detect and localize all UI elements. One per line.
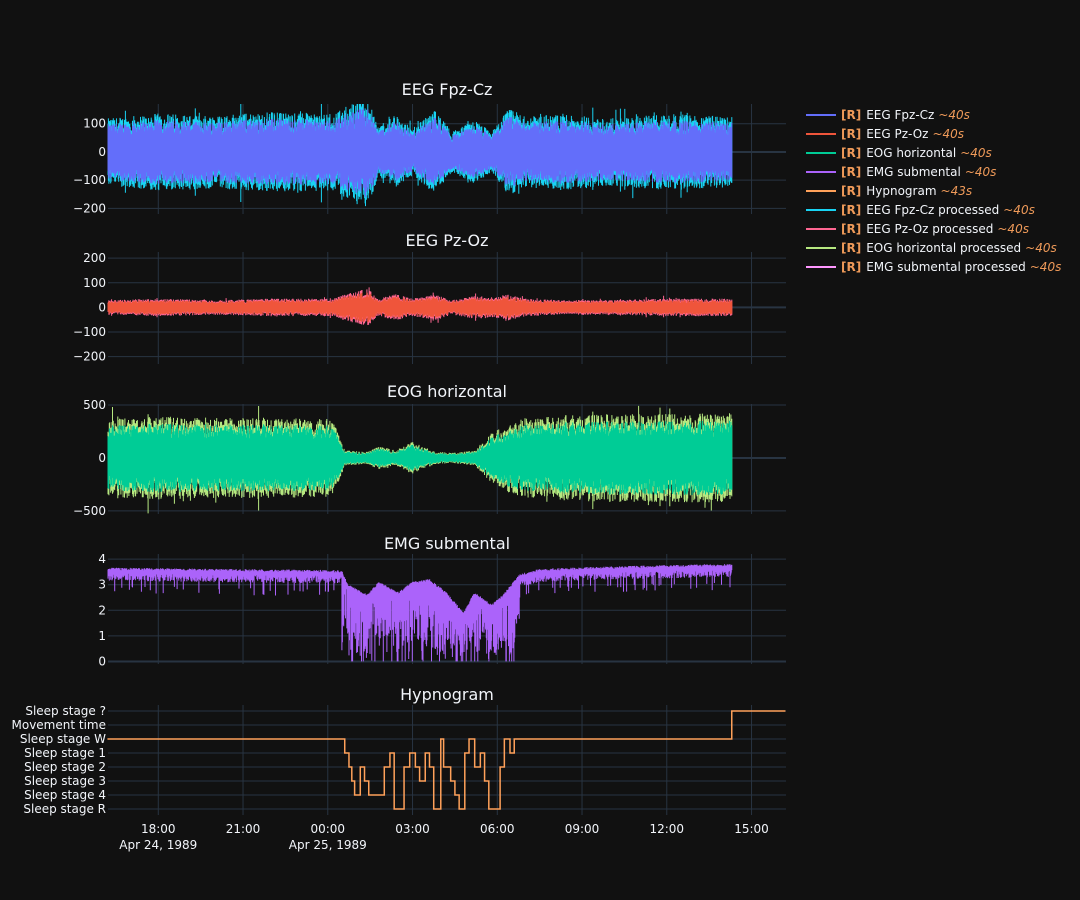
- legend-resample-note: ~40s: [1029, 259, 1062, 274]
- legend-label: EOG horizontal processed: [866, 240, 1022, 255]
- legend-resample-note: ~40s: [997, 221, 1029, 236]
- legend-tag: [R]: [841, 240, 862, 255]
- legend-label: EEG Fpz-Cz: [866, 107, 935, 122]
- subplot-1: EEG Fpz-Cz −200 −100 0 100: [73, 80, 786, 215]
- x-tick-date-label: Apr 24, 1989: [119, 838, 197, 852]
- legend-item[interactable]: [R] EOG horizontal processed ~40s: [806, 238, 1076, 257]
- legend-item[interactable]: [R] EMG submental ~40s: [806, 162, 1076, 181]
- y-tick-label: Sleep stage R: [23, 802, 106, 816]
- subplot-title: EOG horizontal: [387, 382, 507, 401]
- y-tick-label: 2: [98, 603, 106, 617]
- subplot-title: EEG Fpz-Cz: [402, 80, 493, 99]
- legend-resample-note: ~40s: [960, 145, 992, 160]
- x-tick-label: 03:00: [395, 822, 430, 836]
- legend-tag: [R]: [841, 259, 862, 274]
- y-tick-label: 3: [98, 578, 106, 592]
- series-raw-trace[interactable]: [107, 108, 733, 198]
- y-tick-label: Sleep stage 4: [24, 788, 106, 802]
- y-tick-label: Sleep stage W: [20, 732, 106, 746]
- legend-swatch: [806, 132, 836, 135]
- subplot-title: EEG Pz-Oz: [406, 231, 489, 250]
- legend-resample-note: ~40s: [1025, 240, 1057, 255]
- subplot-2: EEG Pz-Oz −200 −100 0 100 200: [73, 231, 786, 364]
- y-tick-label: −200: [73, 350, 106, 364]
- hypnogram-line[interactable]: [107, 710, 786, 810]
- y-tick-label: 0: [98, 145, 106, 159]
- y-tick-label: −100: [73, 173, 106, 187]
- legend-label: Hypnogram: [866, 183, 937, 198]
- y-tick-label: Movement time: [12, 718, 107, 732]
- x-tick-label: 12:00: [649, 822, 684, 836]
- x-tick-label: 21:00: [226, 822, 261, 836]
- legend-item[interactable]: [R] EEG Pz-Oz ~40s: [806, 124, 1076, 143]
- x-tick-label: 00:00: [310, 822, 345, 836]
- legend-swatch: [806, 265, 836, 268]
- x-tick-label: 18:00: [141, 822, 176, 836]
- legend-tag: [R]: [841, 107, 862, 122]
- legend-resample-note: ~40s: [932, 126, 965, 141]
- y-tick-label: Sleep stage ?: [25, 704, 106, 718]
- y-tick-label: −100: [73, 325, 106, 339]
- y-tick-label: 0: [98, 300, 106, 314]
- legend-item[interactable]: [R] EOG horizontal ~40s: [806, 143, 1076, 162]
- legend-swatch: [806, 189, 836, 192]
- x-tick-date-label: Apr 25, 1989: [289, 838, 367, 852]
- y-tick-label: 200: [83, 251, 106, 265]
- legend-tag: [R]: [841, 126, 862, 141]
- subplot-3: EOG horizontal −500 0 500: [73, 382, 786, 518]
- y-tick-label: 1: [98, 629, 106, 643]
- legend-swatch: [806, 208, 836, 211]
- legend-label: EMG submental: [866, 164, 961, 179]
- legend-resample-note: ~43s: [940, 183, 973, 198]
- subplot-title: EMG submental: [384, 534, 510, 553]
- series-raw-trace[interactable]: [107, 420, 733, 495]
- legend-tag: [R]: [841, 202, 862, 217]
- y-tick-label: Sleep stage 3: [24, 774, 106, 788]
- x-tick-label: 09:00: [565, 822, 600, 836]
- legend-item[interactable]: [R] EMG submental processed ~40s: [806, 257, 1076, 276]
- x-tick-label: 15:00: [734, 822, 769, 836]
- series-raw-trace[interactable]: [107, 564, 733, 662]
- legend-resample-note: ~40s: [938, 107, 970, 122]
- y-tick-label: 4: [98, 552, 106, 566]
- legend-swatch: [806, 246, 836, 249]
- y-tick-label: Sleep stage 1: [24, 746, 106, 760]
- legend-label: EMG submental processed: [866, 259, 1026, 274]
- subplot-title: Hypnogram: [400, 685, 494, 704]
- legend-label: EOG horizontal: [866, 145, 957, 160]
- legend-swatch: [806, 113, 836, 116]
- y-tick-label: 0: [98, 654, 106, 668]
- y-tick-label: −200: [73, 201, 106, 215]
- legend-label: EEG Pz-Oz: [866, 126, 929, 141]
- legend-swatch: [806, 170, 836, 173]
- subplot-4: EMG submental 0 1 2 3 4: [98, 534, 786, 668]
- legend-resample-note: ~40s: [964, 164, 997, 179]
- legend-item[interactable]: [R] EEG Pz-Oz processed ~40s: [806, 219, 1076, 238]
- legend[interactable]: [R] EEG Fpz-Cz ~40s [R] EEG Pz-Oz ~40s [R] EOG …: [806, 105, 1076, 276]
- legend-tag: [R]: [841, 183, 862, 198]
- legend-item[interactable]: [R] EEG Fpz-Cz processed ~40s: [806, 200, 1076, 219]
- series-raw-trace[interactable]: [107, 292, 733, 322]
- legend-swatch: [806, 227, 836, 230]
- y-tick-label: −500: [73, 504, 106, 518]
- legend-label: EEG Fpz-Cz processed: [866, 202, 1000, 217]
- x-tick-label: 06:00: [480, 822, 515, 836]
- y-tick-label: 500: [83, 398, 106, 412]
- legend-tag: [R]: [841, 221, 862, 236]
- legend-tag: [R]: [841, 145, 862, 160]
- legend-swatch: [806, 151, 836, 154]
- legend-item[interactable]: [R] Hypnogram ~43s: [806, 181, 1076, 200]
- legend-tag: [R]: [841, 164, 862, 179]
- legend-resample-note: ~40s: [1003, 202, 1035, 217]
- y-tick-label: 0: [98, 451, 106, 465]
- y-tick-label: Sleep stage 2: [24, 760, 106, 774]
- legend-label: EEG Pz-Oz processed: [866, 221, 994, 236]
- y-tick-label: 100: [83, 117, 106, 131]
- y-tick-label: 100: [83, 276, 106, 290]
- legend-item[interactable]: [R] EEG Fpz-Cz ~40s: [806, 105, 1076, 124]
